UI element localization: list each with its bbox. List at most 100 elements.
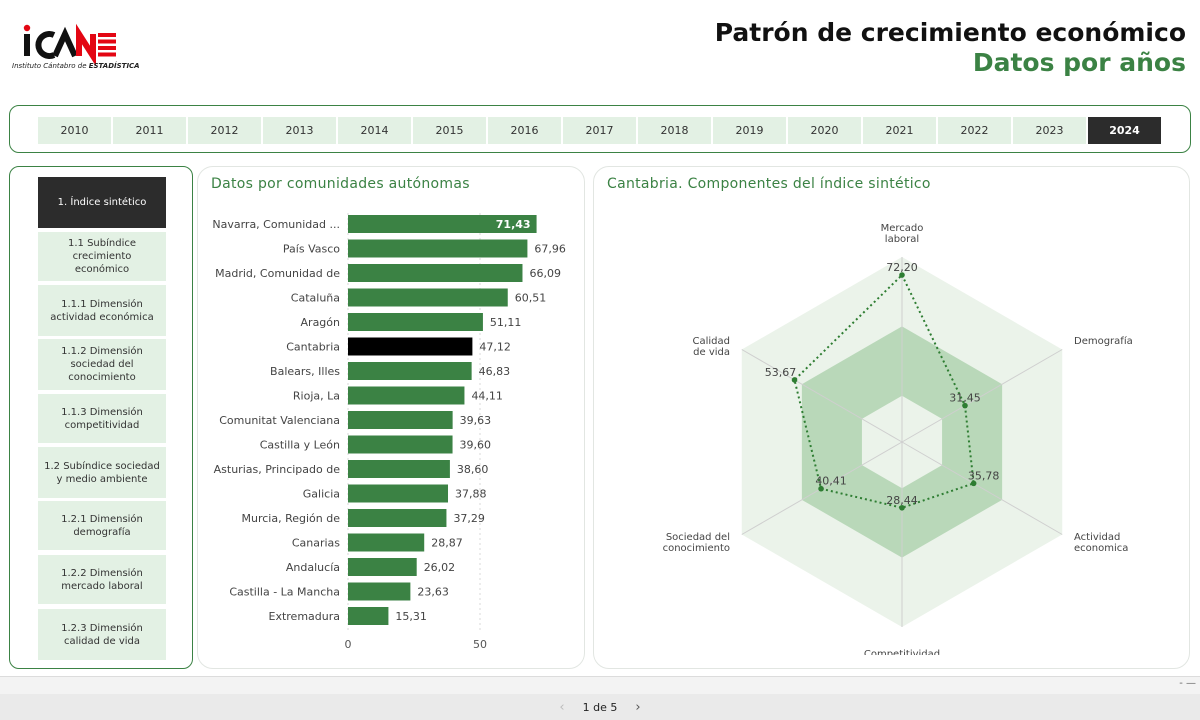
bar-3[interactable] <box>348 288 508 307</box>
page-subtitle: Datos por años <box>972 48 1186 77</box>
value-label: 51,11 <box>490 316 522 329</box>
year-button-2020[interactable]: 2020 <box>788 117 861 144</box>
radar-chart: 72,20 31,45 35,78 28,44 40,41 53,67 Mercado lab… <box>663 223 1133 655</box>
year-button-2011[interactable]: 2011 <box>113 117 186 144</box>
radar-value-label: 28,44 <box>886 494 918 507</box>
category-label: Rioja, La <box>293 390 340 403</box>
menu-item-3[interactable]: 1.1.1 Dimensión actividad económica <box>38 285 166 336</box>
bar-7[interactable] <box>348 386 465 405</box>
bar-1[interactable] <box>348 239 528 258</box>
menu-item-7[interactable]: 1.2.1 Dimensión demografía <box>38 501 166 550</box>
bar-6[interactable] <box>348 362 472 380</box>
indicator-menu: 1. Índice sintético 1.1 Subíndice crecimi… <box>9 166 193 669</box>
bar-4[interactable] <box>348 313 483 331</box>
radar-value-label: 31,45 <box>949 392 981 405</box>
menu-item-1[interactable]: 1. Índice sintético <box>38 177 166 228</box>
radar-axis-label: Calidad de vida <box>693 336 731 358</box>
year-button-2024[interactable]: 2024 <box>1088 117 1161 144</box>
year-button-2016[interactable]: 2016 <box>488 117 561 144</box>
radar-spoke <box>901 441 1063 535</box>
year-button-2018[interactable]: 2018 <box>638 117 711 144</box>
bar-10[interactable] <box>348 460 450 478</box>
radar-point[interactable] <box>791 377 798 383</box>
category-label: Cantabria <box>286 341 340 354</box>
value-label: 60,51 <box>515 292 547 305</box>
year-button-2014[interactable]: 2014 <box>338 117 411 144</box>
menu-item-6[interactable]: 1.2 Subíndice sociedad y medio ambiente <box>38 447 166 498</box>
logo-mark <box>23 23 116 67</box>
value-label: 47,12 <box>479 341 511 354</box>
value-label: 23,63 <box>417 586 449 599</box>
next-page-button[interactable]: › <box>635 699 641 715</box>
year-slicer: 2010 2011 2012 2013 2014 2015 2016 2017 2018 2019… <box>9 105 1191 153</box>
bar-chart: 0 50 Navarra, Comunidad ... 71,43 País Vasco… <box>212 213 566 651</box>
category-label: Canarias <box>292 537 340 550</box>
radar-axis-label: Sociedad del conocimiento <box>663 532 730 554</box>
category-label: Castilla y León <box>260 439 340 452</box>
radar-chart-title: Cantabria. Componentes del índice sintét… <box>607 176 931 192</box>
value-label: 38,60 <box>457 463 489 476</box>
bar-16[interactable] <box>348 607 389 625</box>
radar-point[interactable] <box>899 272 905 278</box>
radar-axis-label: Mercado laboral <box>881 223 924 245</box>
year-button-2010[interactable]: 2010 <box>38 117 111 144</box>
year-buttons: 2010 2011 2012 2013 2014 2015 2016 2017 2018 2019… <box>38 117 1161 144</box>
menu-item-5[interactable]: 1.1.3 Dimensión competitividad <box>38 394 166 443</box>
year-button-2013[interactable]: 2013 <box>263 117 336 144</box>
menu-item-4[interactable]: 1.1.2 Dimensión sociedad del conocimient… <box>38 339 166 390</box>
value-label: 71,43 <box>496 218 531 231</box>
page-indicator: 1 de 5 <box>582 700 618 714</box>
menu-item-9[interactable]: 1.2.3 Dimensión calidad de vida <box>38 609 166 660</box>
bar-5[interactable] <box>348 337 473 356</box>
bar-chart-panel: Datos por comunidades autónomas 0 50 Navar… <box>197 166 585 669</box>
year-button-2021[interactable]: 2021 <box>863 117 936 144</box>
bar-11[interactable] <box>348 484 449 503</box>
value-label: 44,11 <box>471 390 503 403</box>
menu-item-8[interactable]: 1.2.2 Dimensión mercado laboral <box>38 555 166 604</box>
page-title: Patrón de crecimiento económico <box>714 18 1186 47</box>
value-label: 66,09 <box>529 267 561 280</box>
radar-point[interactable] <box>818 485 824 492</box>
category-label: Aragón <box>301 316 341 329</box>
menu-item-2[interactable]: 1.1 Subíndice crecimiento económico <box>38 232 166 281</box>
radar-value-label: 40,41 <box>815 475 847 488</box>
bar-12[interactable] <box>348 509 447 527</box>
bar-0[interactable] <box>348 215 537 233</box>
bar-2[interactable] <box>348 264 523 282</box>
radar-point[interactable] <box>962 402 968 409</box>
category-label: País Vasco <box>283 243 340 256</box>
value-label: 67,96 <box>534 243 566 256</box>
radar-point[interactable] <box>899 504 905 511</box>
category-label: Cataluña <box>291 292 340 305</box>
footer-dash: - — <box>1179 678 1196 689</box>
year-button-2023[interactable]: 2023 <box>1013 117 1086 144</box>
year-button-2017[interactable]: 2017 <box>563 117 636 144</box>
value-label: 39,60 <box>460 439 492 452</box>
value-label: 39,63 <box>460 414 492 427</box>
year-button-2012[interactable]: 2012 <box>188 117 261 144</box>
page-navigator: ‹ 1 de 5 › <box>0 694 1200 720</box>
category-label: Navarra, Comunidad ... <box>212 218 340 231</box>
bar-14[interactable] <box>348 558 417 576</box>
category-label: Murcia, Región de <box>242 512 341 525</box>
bar-8[interactable] <box>348 411 453 429</box>
category-label: Madrid, Comunidad de <box>215 267 340 280</box>
prev-page-button[interactable]: ‹ <box>559 699 565 715</box>
radar-point[interactable] <box>970 480 977 487</box>
year-button-2015[interactable]: 2015 <box>413 117 486 144</box>
bar-9[interactable] <box>348 435 453 454</box>
radar-value-label: 72,20 <box>886 261 918 274</box>
category-label: Andalucía <box>286 561 340 574</box>
value-label: 26,02 <box>424 561 456 574</box>
bar-chart-title: Datos por comunidades autónomas <box>211 176 470 192</box>
x-tick-label: 50 <box>473 638 487 651</box>
year-button-2022[interactable]: 2022 <box>938 117 1011 144</box>
radar-axis-label: Actividad economica <box>1074 532 1128 554</box>
radar-axis-label: Competitividad <box>864 649 940 655</box>
radar-value-label: 53,67 <box>765 366 797 379</box>
year-button-2019[interactable]: 2019 <box>713 117 786 144</box>
bar-13[interactable] <box>348 533 425 552</box>
value-label: 28,87 <box>431 537 463 550</box>
bar-15[interactable] <box>348 582 411 601</box>
